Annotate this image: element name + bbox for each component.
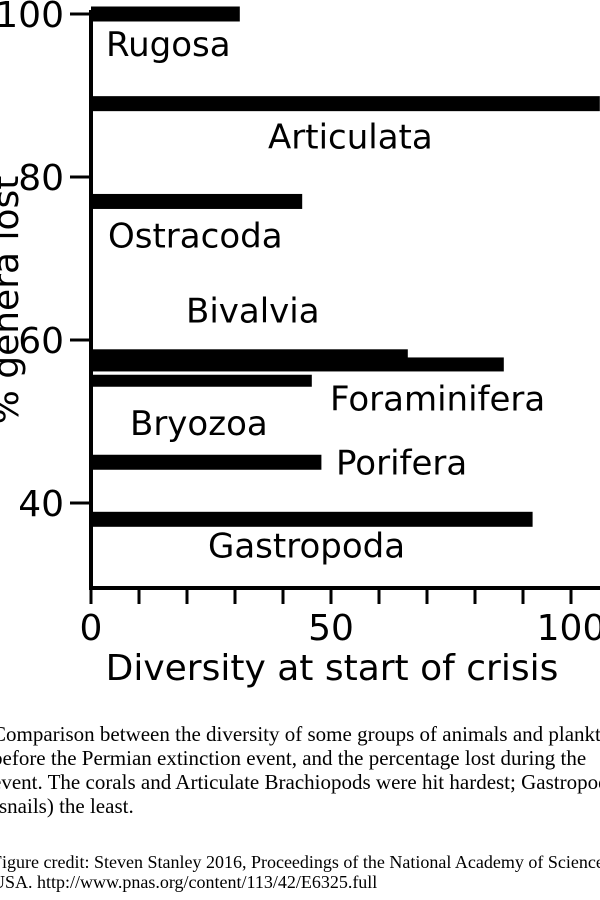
figure-caption: Comparison between the diversity of some…: [0, 722, 600, 818]
x-tick-label: 50: [308, 608, 354, 649]
bar-label-rugosa: Rugosa: [106, 25, 231, 65]
bar-porifera: [91, 454, 322, 470]
y-tick-label: 40: [18, 484, 64, 525]
bars-layer: [91, 6, 600, 527]
figure-credit: Figure credit: Steven Stanley 2016, Proc…: [0, 852, 600, 892]
bar-articulata: [91, 96, 600, 112]
y-axis-title: % genera lost: [0, 176, 27, 425]
bar-rugosa: [91, 6, 240, 22]
bar-foraminifera: [91, 357, 504, 372]
x-axis-title: Diversity at start of crisis: [106, 648, 559, 689]
bar-chart: Rugosa Articulata Ostracoda Bivalvia Foramin…: [0, 0, 600, 689]
bar-label-bryozoa: Bryozoa: [130, 404, 268, 444]
bar-label-bivalvia: Bivalvia: [186, 291, 320, 331]
x-tick-label: 100: [537, 608, 600, 649]
bar-gastropoda: [91, 511, 533, 527]
x-ticks-layer: 0 50 100: [80, 588, 600, 649]
bar-label-ostracoda: Ostracoda: [108, 216, 283, 256]
y-tick-label: 80: [18, 158, 64, 199]
bar-ostracoda: [91, 193, 303, 209]
bar-labels-layer: Rugosa Articulata Ostracoda Bivalvia Foramin…: [106, 25, 545, 566]
bar-label-articulata: Articulata: [268, 118, 433, 158]
y-tick-label: 100: [0, 0, 64, 36]
bar-label-porifera: Porifera: [336, 443, 467, 483]
bar-label-foraminifera: Foraminifera: [330, 379, 545, 419]
y-tick-label: 60: [18, 321, 64, 362]
bar-bryozoa: [91, 374, 312, 387]
y-ticks-layer: 40 60 80 100: [0, 0, 91, 525]
x-tick-label: 0: [80, 608, 103, 649]
bar-label-gastropoda: Gastropoda: [208, 526, 405, 566]
